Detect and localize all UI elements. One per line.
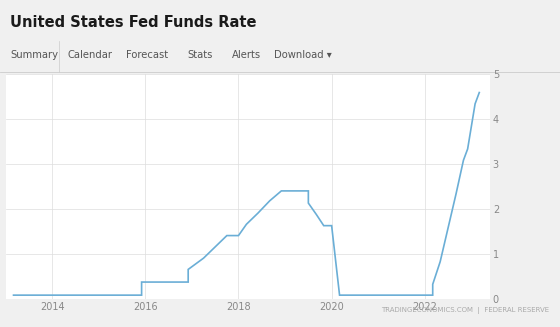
Text: Summary: Summary <box>10 50 58 60</box>
Text: Stats: Stats <box>188 50 213 60</box>
Text: Forecast: Forecast <box>126 50 168 60</box>
Text: Alerts: Alerts <box>232 50 262 60</box>
Text: United States Fed Funds Rate: United States Fed Funds Rate <box>10 15 256 30</box>
Text: TRADINGECONOMICS.COM  |  FEDERAL RESERVE: TRADINGECONOMICS.COM | FEDERAL RESERVE <box>381 307 549 314</box>
Text: Download ▾: Download ▾ <box>274 50 332 60</box>
Text: Calendar: Calendar <box>67 50 112 60</box>
